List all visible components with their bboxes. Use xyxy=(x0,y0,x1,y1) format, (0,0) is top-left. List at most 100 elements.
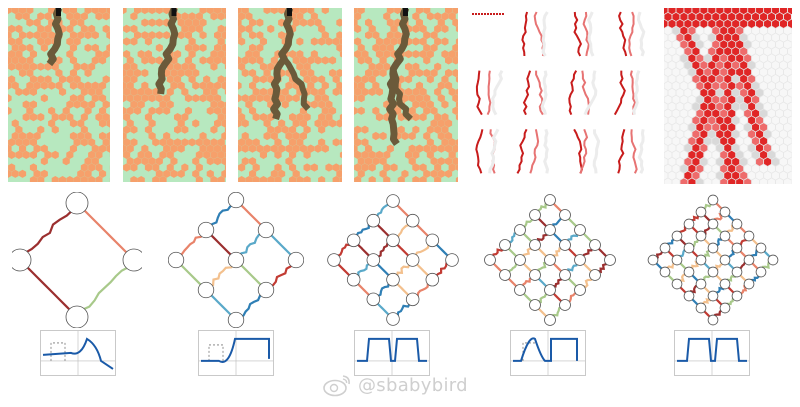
occupied-hex xyxy=(22,62,30,71)
occupied-hex xyxy=(245,176,253,182)
occupied-hex xyxy=(361,87,369,96)
heat-hex xyxy=(671,39,680,50)
lattice-node xyxy=(755,266,767,278)
occupied-hex xyxy=(303,62,311,71)
heat-hex xyxy=(719,122,728,132)
occupied-hex xyxy=(214,56,222,65)
heat-hex xyxy=(755,32,764,43)
heat-hex xyxy=(699,157,708,167)
occupied-hex xyxy=(123,50,131,59)
occupied-hex xyxy=(238,62,246,71)
heat-hex xyxy=(787,101,792,112)
heat-hex xyxy=(783,122,792,132)
occupied-hex xyxy=(88,100,96,109)
occupied-hex xyxy=(445,8,453,15)
occupied-hex xyxy=(278,94,286,103)
lattice-node xyxy=(514,224,526,236)
heat-hex xyxy=(715,88,724,98)
heat-hex xyxy=(779,157,788,167)
occupied-hex xyxy=(123,125,131,134)
lattice-node xyxy=(743,278,755,290)
heat-hex xyxy=(759,150,768,160)
heat-hex xyxy=(687,67,696,77)
occupied-hex xyxy=(88,163,96,172)
occupied-hex xyxy=(163,106,171,115)
heat-hex xyxy=(675,157,684,167)
occupied-hex xyxy=(238,12,246,21)
occupied-hex xyxy=(241,157,249,166)
occupied-hex xyxy=(278,31,286,40)
occupied-hex xyxy=(59,113,67,122)
occupied-hex xyxy=(303,125,311,134)
occupied-hex xyxy=(361,50,369,59)
heat-hex xyxy=(691,60,700,70)
heat-hex xyxy=(679,177,688,184)
occupied-hex xyxy=(372,31,380,40)
heat-hex xyxy=(747,32,756,43)
occupied-hex xyxy=(434,37,442,46)
lattice-node xyxy=(386,272,400,287)
occupied-hex xyxy=(126,94,134,103)
heat-hex xyxy=(727,81,736,91)
heat-hex xyxy=(771,46,780,57)
heat-hex xyxy=(723,170,732,181)
occupied-hex xyxy=(84,169,92,178)
occupied-hex xyxy=(296,176,304,182)
heat-hex xyxy=(739,101,748,112)
heat-hex xyxy=(664,164,673,174)
heat-hex xyxy=(671,67,680,77)
occupied-hex xyxy=(455,176,458,182)
heat-hex xyxy=(723,115,732,126)
occupied-hex xyxy=(441,24,449,33)
occupied-hex xyxy=(318,75,326,84)
occupied-hex xyxy=(419,87,427,96)
heat-hex xyxy=(755,143,764,153)
occupied-hex xyxy=(40,94,48,103)
heat-hex xyxy=(699,115,708,126)
lattice-node xyxy=(659,266,671,278)
occupied-hex xyxy=(217,24,225,33)
occupied-hex xyxy=(62,8,70,15)
heat-hex xyxy=(695,150,704,160)
occupied-hex xyxy=(188,50,196,59)
occupied-hex xyxy=(217,176,225,182)
heat-hex xyxy=(679,53,688,63)
heat-hex xyxy=(719,177,728,184)
occupied-hex xyxy=(177,18,185,27)
occupied-hex xyxy=(292,169,300,178)
occupied-hex xyxy=(8,81,12,90)
heat-hex xyxy=(675,129,684,139)
lattice-node xyxy=(544,224,556,236)
heat-hex xyxy=(667,88,677,98)
occupied-hex xyxy=(445,81,453,90)
occupied-hex xyxy=(354,144,358,153)
occupied-hex xyxy=(224,63,226,70)
occupied-hex xyxy=(73,138,81,147)
heat-hex xyxy=(711,39,720,50)
heat-hex xyxy=(735,177,744,184)
heat-hex xyxy=(675,60,684,70)
lattice-node xyxy=(719,230,731,242)
occupied-hex xyxy=(77,81,85,90)
occupied-hex xyxy=(307,56,315,65)
heat-hex xyxy=(727,95,736,105)
lattice-node xyxy=(386,194,400,208)
occupied-hex xyxy=(8,31,12,40)
occupied-hex xyxy=(137,150,145,159)
occupied-hex xyxy=(270,144,278,153)
occupied-hex xyxy=(221,119,226,128)
occupied-hex xyxy=(224,26,226,32)
lattice-node xyxy=(122,248,142,272)
occupied-hex xyxy=(217,50,225,59)
occupied-hex xyxy=(368,176,376,182)
occupied-hex xyxy=(195,176,203,182)
heat-hex xyxy=(747,60,756,70)
heat-hex xyxy=(667,19,677,29)
heat-hex xyxy=(731,74,740,84)
occupied-hex xyxy=(452,8,458,15)
occupied-hex xyxy=(33,131,41,141)
occupied-hex xyxy=(177,81,185,90)
occupied-hex xyxy=(365,144,373,153)
occupied-hex xyxy=(412,87,420,96)
heat-hex xyxy=(671,95,680,105)
